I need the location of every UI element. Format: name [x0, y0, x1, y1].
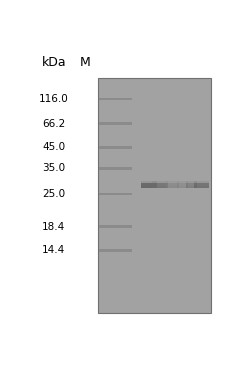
Bar [194, 186, 209, 188]
Bar [165, 183, 179, 188]
Bar [99, 146, 132, 149]
Bar [194, 181, 209, 183]
Text: 35.0: 35.0 [42, 163, 65, 173]
Bar [141, 183, 157, 188]
Bar [99, 225, 132, 228]
Text: 66.2: 66.2 [42, 119, 65, 129]
Bar [152, 183, 168, 188]
Text: 18.4: 18.4 [42, 222, 65, 232]
Bar [186, 183, 197, 188]
Bar [99, 122, 132, 125]
Bar [152, 181, 168, 183]
Bar [99, 193, 132, 196]
Bar [98, 78, 211, 313]
Text: kDa: kDa [41, 56, 66, 69]
Bar [99, 249, 132, 252]
Bar [152, 186, 168, 188]
Bar [177, 181, 188, 183]
Bar [165, 186, 179, 188]
Text: 14.4: 14.4 [42, 246, 65, 255]
Bar [177, 186, 188, 188]
Bar [165, 181, 179, 183]
Bar [194, 183, 209, 188]
Bar [141, 186, 157, 188]
Text: M: M [80, 56, 90, 69]
Bar [99, 167, 132, 170]
Bar [141, 181, 157, 183]
Text: 45.0: 45.0 [42, 142, 65, 152]
Bar [99, 98, 132, 101]
Bar [186, 181, 197, 183]
Text: 25.0: 25.0 [42, 189, 65, 199]
Bar [177, 183, 188, 188]
Text: 116.0: 116.0 [39, 94, 69, 104]
Bar [186, 186, 197, 188]
